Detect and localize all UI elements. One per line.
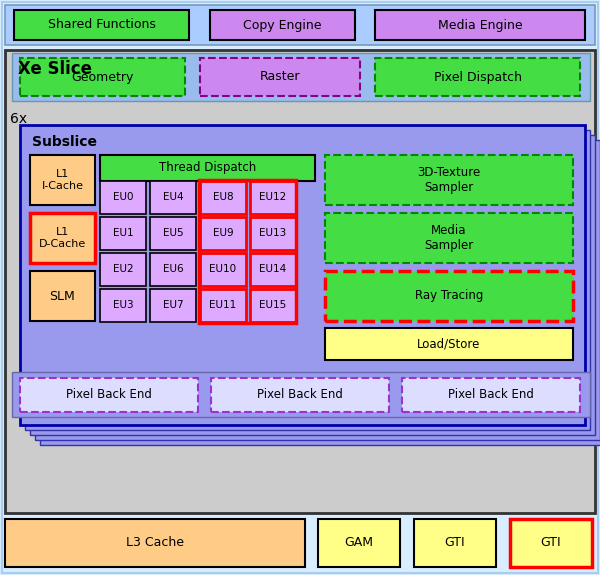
- Text: Pixel Dispatch: Pixel Dispatch: [433, 71, 521, 83]
- Bar: [150, 253, 196, 286]
- Text: Pixel Back End: Pixel Back End: [448, 389, 534, 401]
- Text: EU0: EU0: [113, 193, 133, 202]
- Bar: [35, 140, 600, 440]
- Text: Copy Engine: Copy Engine: [243, 18, 322, 32]
- Bar: [20, 125, 585, 425]
- Bar: [200, 253, 246, 286]
- Text: Pixel Back End: Pixel Back End: [66, 389, 152, 401]
- Bar: [100, 289, 146, 322]
- Bar: [12, 372, 590, 417]
- Bar: [414, 519, 496, 567]
- Text: EU6: EU6: [163, 264, 184, 274]
- Text: EU8: EU8: [212, 193, 233, 202]
- Text: Load/Store: Load/Store: [418, 338, 481, 351]
- Bar: [199, 180, 296, 323]
- Text: Raster: Raster: [260, 71, 300, 83]
- Bar: [402, 378, 580, 412]
- Text: GAM: GAM: [344, 536, 373, 550]
- Bar: [100, 253, 146, 286]
- Bar: [375, 10, 585, 40]
- Bar: [30, 135, 595, 435]
- Bar: [150, 217, 196, 250]
- Text: 3D-Texture
Sampler: 3D-Texture Sampler: [418, 166, 481, 194]
- Text: EU5: EU5: [163, 228, 184, 239]
- Bar: [211, 378, 389, 412]
- Bar: [12, 53, 590, 101]
- Bar: [30, 213, 95, 263]
- Bar: [100, 155, 315, 181]
- Text: EU2: EU2: [113, 264, 133, 274]
- Bar: [325, 213, 573, 263]
- Bar: [210, 10, 355, 40]
- Text: EU10: EU10: [209, 264, 236, 274]
- Bar: [510, 519, 592, 567]
- Bar: [30, 271, 95, 321]
- Bar: [100, 181, 146, 214]
- Bar: [250, 181, 296, 214]
- Bar: [150, 289, 196, 322]
- Bar: [150, 181, 196, 214]
- Text: L1
D-Cache: L1 D-Cache: [39, 227, 86, 249]
- Text: SLM: SLM: [50, 289, 76, 302]
- Text: GTI: GTI: [445, 536, 466, 550]
- Text: EU15: EU15: [259, 301, 287, 311]
- Text: EU12: EU12: [259, 193, 287, 202]
- Bar: [250, 217, 296, 250]
- Bar: [5, 519, 305, 567]
- Text: EU14: EU14: [259, 264, 287, 274]
- Text: Geometry: Geometry: [71, 71, 134, 83]
- Bar: [100, 217, 146, 250]
- Text: EU4: EU4: [163, 193, 184, 202]
- Text: EU1: EU1: [113, 228, 133, 239]
- Text: L1
I-Cache: L1 I-Cache: [41, 169, 83, 191]
- Text: EU13: EU13: [259, 228, 287, 239]
- Text: 6x: 6x: [10, 112, 27, 126]
- Bar: [325, 155, 573, 205]
- Bar: [30, 155, 95, 205]
- Bar: [200, 289, 246, 322]
- Bar: [375, 58, 580, 96]
- Bar: [20, 378, 198, 412]
- Bar: [318, 519, 400, 567]
- Text: Subslice: Subslice: [32, 135, 97, 149]
- Bar: [325, 271, 573, 321]
- Bar: [40, 145, 600, 445]
- Text: Thread Dispatch: Thread Dispatch: [159, 162, 256, 174]
- Bar: [250, 253, 296, 286]
- Text: GTI: GTI: [541, 536, 562, 550]
- Bar: [250, 289, 296, 322]
- Bar: [200, 181, 246, 214]
- Text: EU11: EU11: [209, 301, 236, 311]
- Bar: [5, 5, 595, 45]
- Bar: [20, 58, 185, 96]
- Bar: [325, 328, 573, 360]
- Text: Media
Sampler: Media Sampler: [424, 224, 473, 252]
- Bar: [200, 58, 360, 96]
- Text: EU7: EU7: [163, 301, 184, 311]
- Bar: [200, 217, 246, 250]
- Text: Shared Functions: Shared Functions: [47, 18, 155, 32]
- Text: Xe Slice: Xe Slice: [18, 60, 92, 78]
- Text: L3 Cache: L3 Cache: [126, 536, 184, 550]
- Text: Pixel Back End: Pixel Back End: [257, 389, 343, 401]
- Text: Media Engine: Media Engine: [437, 18, 523, 32]
- Bar: [5, 50, 595, 513]
- Bar: [25, 130, 590, 430]
- Text: EU9: EU9: [212, 228, 233, 239]
- Text: Ray Tracing: Ray Tracing: [415, 289, 483, 302]
- Text: EU3: EU3: [113, 301, 133, 311]
- Bar: [14, 10, 189, 40]
